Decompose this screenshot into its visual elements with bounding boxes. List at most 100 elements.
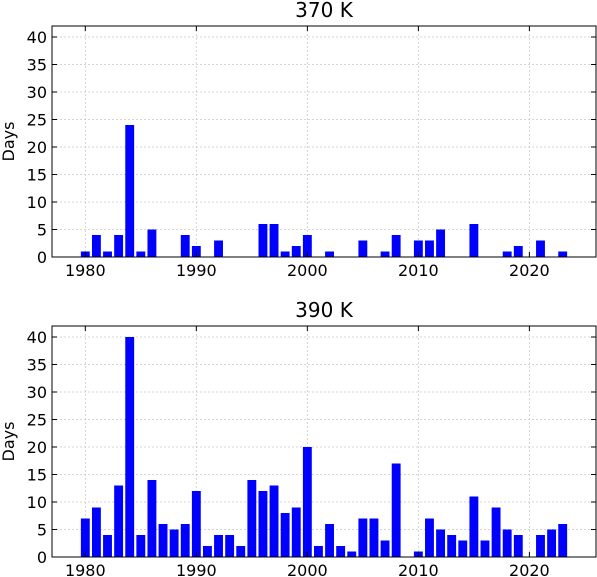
bar-2006 — [369, 518, 379, 557]
x-tick-label: 2010 — [398, 561, 439, 577]
bar-2018 — [502, 529, 512, 557]
x-tick-label: 1980 — [65, 261, 106, 280]
bar-2005 — [358, 518, 368, 557]
bar-2000 — [302, 235, 312, 257]
bar-2002 — [325, 251, 334, 257]
bar-1984 — [125, 337, 135, 557]
panel-2: 0 5 10 15 20 25 30 35 40 1980 1990 2000 2010 2020 390 … — [0, 298, 597, 577]
y-tick-label: 0 — [37, 248, 47, 267]
bar-1997 — [269, 485, 279, 557]
y-axis-label: Days — [0, 122, 18, 162]
bar-2008 — [391, 463, 401, 557]
bar-2022 — [547, 529, 557, 557]
chart-title: 370 K — [295, 0, 354, 22]
y-tick-label: 25 — [27, 111, 47, 130]
bar-2013 — [447, 535, 457, 557]
plot-frame — [51, 25, 597, 258]
bar-2017 — [491, 507, 501, 557]
y-tick-label: 40 — [27, 328, 47, 347]
bar-2019 — [513, 246, 523, 257]
y-tick-label: 0 — [37, 548, 47, 567]
bar-1981 — [91, 507, 101, 557]
x-tick-label: 1990 — [176, 261, 217, 280]
bar-1990 — [191, 246, 201, 257]
bar-1987 — [158, 524, 168, 557]
bar-1999 — [291, 507, 301, 557]
x-tick-label: 2000 — [287, 261, 328, 280]
bar-1983 — [114, 235, 124, 257]
bar-1993 — [225, 535, 235, 557]
bar-1980 — [80, 518, 90, 557]
y-tick-label: 5 — [37, 221, 47, 240]
bar-2014 — [458, 540, 468, 557]
bar-1983 — [114, 485, 124, 557]
y-tick-label: 30 — [27, 83, 47, 102]
chart-title: 390 K — [295, 298, 354, 322]
bar-2007 — [380, 540, 390, 557]
y-tick-label: 10 — [27, 493, 47, 512]
bar-1990 — [191, 491, 201, 557]
y-tick-label: 5 — [37, 521, 47, 540]
y-tick-label: 20 — [27, 138, 47, 157]
bar-1981 — [91, 235, 101, 257]
y-tick-label: 10 — [27, 193, 47, 212]
bar-1998 — [280, 513, 290, 557]
x-tick-label: 1980 — [65, 561, 106, 577]
x-tick-label: 2000 — [287, 561, 328, 577]
x-tick-label: 2020 — [509, 261, 550, 280]
bar-1994 — [236, 546, 246, 557]
bar-1989 — [180, 524, 190, 557]
bar-2004 — [347, 551, 357, 557]
y-tick-label: 35 — [27, 356, 47, 375]
bar-1992 — [214, 240, 223, 257]
bar-1997 — [269, 224, 279, 257]
y-axis-label: Days — [0, 422, 18, 462]
bar-2018 — [502, 251, 512, 257]
bar-2007 — [380, 251, 390, 257]
y-tick-label: 35 — [27, 56, 47, 75]
y-tick-label: 15 — [27, 466, 47, 485]
bar-2023 — [558, 524, 568, 557]
bar-1986 — [147, 229, 157, 257]
bar-2012 — [436, 229, 446, 257]
bar-2011 — [425, 240, 434, 257]
bar-2005 — [358, 240, 368, 257]
bar-1998 — [280, 251, 290, 257]
bar-1982 — [103, 535, 112, 557]
bar-2015 — [469, 496, 479, 557]
bar-1986 — [147, 480, 157, 557]
bar-2015 — [469, 224, 479, 257]
plot-frame — [51, 325, 597, 558]
x-tick-label: 2010 — [398, 261, 439, 280]
bar-2011 — [425, 518, 434, 557]
bar-2000 — [302, 447, 312, 557]
bar-2008 — [391, 235, 401, 257]
panel-1: 0 5 10 15 20 25 30 35 40 1980 1990 2000 2010 2020 370 … — [0, 0, 597, 280]
bar-2010 — [413, 240, 423, 257]
bar-2003 — [336, 546, 346, 557]
bar-1985 — [136, 535, 146, 557]
bar-1984 — [125, 125, 135, 257]
bar-2012 — [436, 529, 446, 557]
bar-2019 — [513, 535, 523, 557]
bar-1995 — [247, 480, 257, 557]
bar-1999 — [291, 246, 301, 257]
bar-1991 — [202, 546, 212, 557]
x-tick-label: 2020 — [509, 561, 550, 577]
bar-2023 — [558, 251, 568, 257]
bar-1988 — [169, 529, 179, 557]
bar-1985 — [136, 251, 146, 257]
y-tick-label: 30 — [27, 383, 47, 402]
bar-2016 — [480, 540, 490, 557]
bar-1982 — [103, 251, 112, 257]
y-tick-label: 40 — [27, 28, 47, 47]
bar-2001 — [314, 546, 323, 557]
bar-1996 — [258, 491, 268, 557]
x-tick-label: 1990 — [176, 561, 217, 577]
bar-1992 — [214, 535, 223, 557]
bar-2002 — [325, 524, 334, 557]
bar-1996 — [258, 224, 268, 257]
y-tick-label: 25 — [27, 411, 47, 430]
bar-1989 — [180, 235, 190, 257]
